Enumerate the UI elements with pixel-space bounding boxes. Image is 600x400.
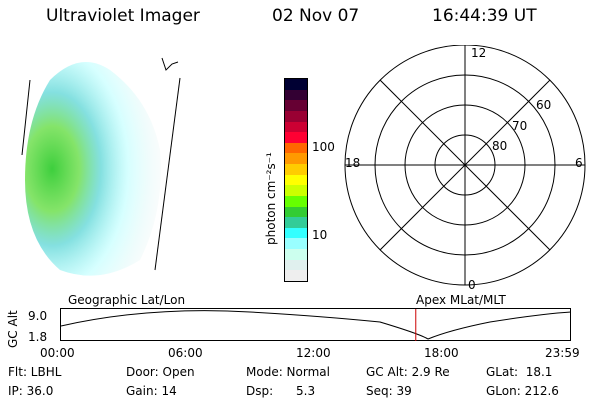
x-tick-0600: 06:00 [168, 346, 203, 360]
colorbar-band [285, 79, 307, 90]
door-info: Door: Open [126, 365, 195, 379]
gc-alt-info: GC Alt: 2.9 Re [366, 365, 450, 379]
colorbar-band [285, 206, 307, 218]
timeline-y-axis-label: GC Alt [6, 310, 20, 348]
mlt-label-12: 12 [471, 46, 487, 60]
ip-info: IP: 36.0 [8, 384, 54, 398]
mlt-label-18: 18 [345, 156, 361, 170]
x-tick-0000: 00:00 [40, 346, 75, 360]
colorbar-band [285, 100, 307, 111]
timeline-left-label: Geographic Lat/Lon [68, 293, 186, 307]
colorbar-band [285, 153, 307, 164]
terminator-mark [161, 57, 179, 71]
colorbar-band [285, 249, 307, 260]
auroral-emission [25, 62, 161, 276]
mode-info: Mode: Normal [246, 365, 330, 379]
colorbar-band [285, 110, 307, 122]
instrument-title: Ultraviolet Imager [46, 6, 200, 26]
seq-info: Seq: 39 [366, 384, 412, 398]
x-tick-2359: 23:59 [545, 346, 580, 360]
date-label: 02 Nov 07 [272, 6, 360, 26]
colorbar-band [285, 195, 307, 207]
colorbar-band [285, 142, 307, 154]
auroral-image [21, 57, 181, 276]
lat-label-80: 80 [492, 139, 508, 153]
colorbar-band [285, 259, 307, 271]
timeline-plot [60, 308, 572, 341]
colorbar-tick-100: 100 [312, 140, 335, 154]
timeline-frame [60, 308, 571, 341]
colorbar-tick-10: 10 [312, 228, 328, 242]
lat-label-70: 70 [512, 119, 528, 133]
polar-diagonal-2 [379, 79, 551, 251]
timeline-right-label: Apex MLat/MLT [416, 293, 506, 307]
x-tick-1800: 18:00 [424, 346, 459, 360]
glon-info: GLon: 212.6 [486, 384, 559, 398]
colorbar-band [285, 132, 307, 143]
colorbar-band [285, 164, 307, 175]
altitude-curve [60, 310, 572, 340]
x-tick-1200: 12:00 [296, 346, 331, 360]
lat-label-60: 60 [536, 98, 552, 112]
colorbar-band [285, 89, 307, 101]
colorbar-unit-label: photon cm⁻²s⁻¹ [264, 152, 278, 245]
time-label: 16:44:39 UT [432, 6, 537, 26]
mlt-label-0: 0 [468, 278, 476, 292]
colorbar-band [285, 185, 307, 196]
gain-info: Gain: 14 [126, 384, 177, 398]
colorbar-band [285, 227, 307, 239]
colorbar-band [285, 174, 307, 186]
filter-info: Flt: LBHL [8, 365, 62, 379]
polar-plot [344, 45, 586, 286]
limb-line-right [154, 77, 181, 271]
colorbar-band [285, 217, 307, 228]
timeline-y-tick-min: 1.8 [28, 330, 48, 344]
colorbar-band [285, 121, 307, 133]
dsp-info: Dsp: 5.3 [246, 384, 316, 398]
timeline-y-tick-max: 9.0 [28, 309, 48, 323]
limb-line-left [21, 79, 31, 156]
colorbar-band [285, 270, 307, 281]
mlt-label-6: 6 [575, 156, 583, 170]
glat-info: GLat: 18.1 [486, 365, 553, 379]
color-bar [284, 78, 308, 282]
colorbar-band [285, 238, 307, 249]
